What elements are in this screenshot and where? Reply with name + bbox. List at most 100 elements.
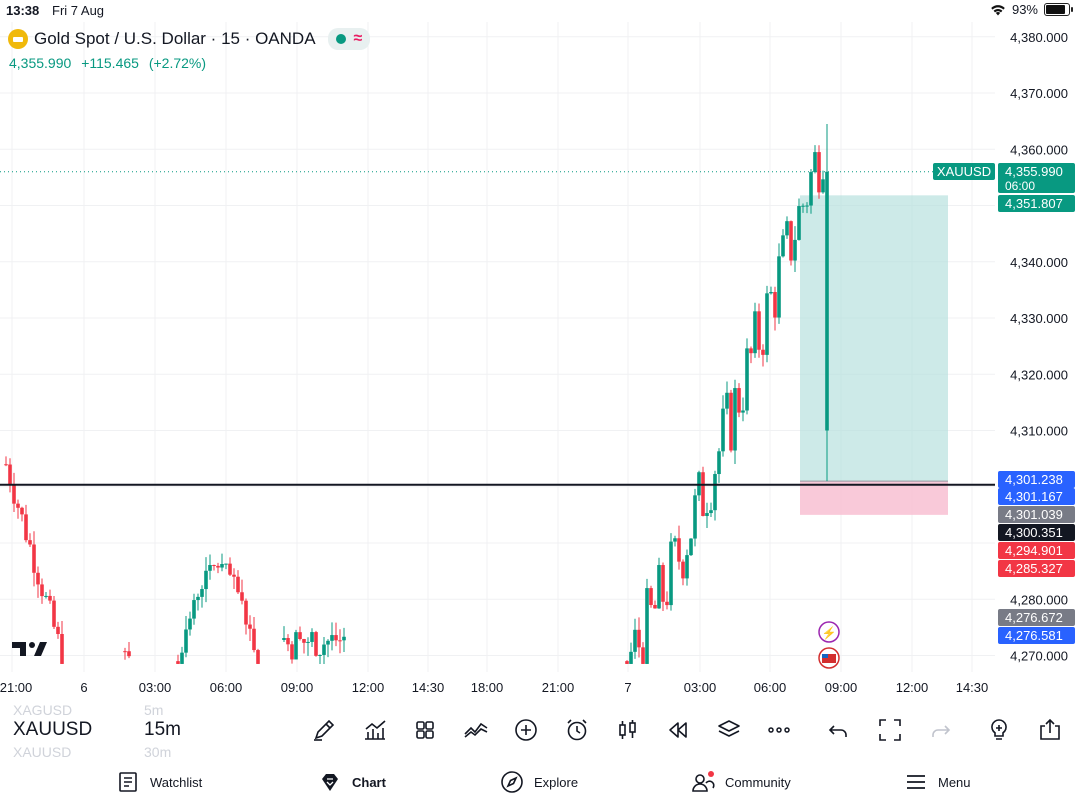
candle-body[interactable] <box>641 647 645 664</box>
candle-body[interactable] <box>749 348 753 354</box>
price-tag[interactable] <box>998 506 1075 523</box>
candle-body[interactable] <box>809 172 813 206</box>
indicators-icon[interactable] <box>361 716 389 744</box>
alert-icon[interactable] <box>563 716 591 744</box>
symbol-price-tag[interactable] <box>933 163 995 180</box>
candle-body[interactable] <box>657 565 661 609</box>
candle-body[interactable] <box>789 221 793 261</box>
candle-body[interactable] <box>821 179 825 193</box>
candle-body[interactable] <box>713 474 717 511</box>
candle-body[interactable] <box>286 638 290 645</box>
layouts-icon[interactable] <box>411 716 439 744</box>
candle-body[interactable] <box>753 311 757 354</box>
candle-body[interactable] <box>725 392 729 409</box>
candle-body[interactable] <box>813 152 817 173</box>
candle-body[interactable] <box>693 495 697 539</box>
candle-body[interactable] <box>28 540 32 545</box>
candle-body[interactable] <box>677 538 681 562</box>
candle-body[interactable] <box>12 485 16 504</box>
last-price-tag[interactable] <box>998 163 1075 193</box>
candle-body[interactable] <box>236 576 240 593</box>
candle-body[interactable] <box>180 652 184 664</box>
candle-body[interactable] <box>306 641 310 643</box>
candle-body[interactable] <box>338 640 342 642</box>
candle-body[interactable] <box>8 464 12 486</box>
candle-body[interactable] <box>294 632 298 660</box>
candle-body[interactable] <box>322 644 326 655</box>
candle-body[interactable] <box>40 584 44 597</box>
price-tag[interactable] <box>998 524 1075 541</box>
candle-body[interactable] <box>793 239 797 261</box>
candle-body[interactable] <box>314 632 318 656</box>
interval-selector[interactable]: 15m <box>144 719 181 740</box>
nav-explore[interactable]: Explore <box>500 770 578 794</box>
price-tag[interactable] <box>998 609 1075 626</box>
candle-body[interactable] <box>661 565 665 602</box>
candle-body[interactable] <box>44 595 48 597</box>
candle-body[interactable] <box>220 564 224 568</box>
candle-body[interactable] <box>769 292 773 294</box>
price-tag[interactable] <box>998 542 1075 559</box>
candle-body[interactable] <box>801 205 805 207</box>
candle-body[interactable] <box>825 171 829 431</box>
add-icon[interactable] <box>512 716 540 744</box>
candles-icon[interactable] <box>614 716 642 744</box>
candle-body[interactable] <box>60 634 64 664</box>
candle-body[interactable] <box>669 541 673 606</box>
candle-body[interactable] <box>689 538 693 556</box>
candle-body[interactable] <box>127 651 131 657</box>
position-loss-zone[interactable] <box>800 481 948 515</box>
candle-body[interactable] <box>256 650 260 664</box>
candle-body[interactable] <box>20 507 24 515</box>
candle-body[interactable] <box>637 629 641 648</box>
candle-body[interactable] <box>232 574 236 577</box>
candle-body[interactable] <box>52 600 56 627</box>
candle-body[interactable] <box>781 235 785 257</box>
candle-body[interactable] <box>56 626 60 635</box>
candle-body[interactable] <box>729 392 733 451</box>
candle-body[interactable] <box>184 629 188 653</box>
candle-body[interactable] <box>200 589 204 597</box>
candle-body[interactable] <box>216 565 220 568</box>
layers-icon[interactable] <box>715 716 743 744</box>
candle-body[interactable] <box>123 651 127 653</box>
ideas-icon[interactable] <box>985 716 1013 744</box>
candle-body[interactable] <box>805 205 809 207</box>
candle-body[interactable] <box>773 292 777 318</box>
redo-icon[interactable] <box>926 716 954 744</box>
candle-body[interactable] <box>745 348 749 411</box>
candle-body[interactable] <box>733 388 737 451</box>
pencil-icon[interactable] <box>310 716 338 744</box>
market-status-pill[interactable]: ≈ <box>327 28 371 50</box>
share-icon[interactable] <box>1036 716 1064 744</box>
replay-icon[interactable] <box>664 716 692 744</box>
nav-menu[interactable]: Menu <box>904 770 971 794</box>
candle-body[interactable] <box>176 661 180 664</box>
candle-body[interactable] <box>244 600 248 625</box>
candle-body[interactable] <box>204 570 208 590</box>
candle-body[interactable] <box>817 152 821 193</box>
interval-next[interactable]: 30m <box>144 744 172 760</box>
candle-body[interactable] <box>797 206 801 240</box>
candle-body[interactable] <box>701 472 705 516</box>
candle-body[interactable] <box>765 293 769 355</box>
candle-body[interactable] <box>192 600 196 619</box>
candle-body[interactable] <box>709 510 713 514</box>
candle-body[interactable] <box>32 544 36 573</box>
candle-body[interactable] <box>196 596 200 601</box>
candle-body[interactable] <box>721 408 725 452</box>
price-tag[interactable] <box>998 560 1075 577</box>
candle-body[interactable] <box>310 632 314 642</box>
symbol-header[interactable]: Gold Spot / U.S. Dollar · 15 · OANDA ≈ <box>8 28 371 50</box>
candle-body[interactable] <box>228 563 232 575</box>
candle-body[interactable] <box>252 628 256 651</box>
price-tag[interactable] <box>998 488 1075 505</box>
price-chart[interactable]: 4,380.000 4,370.000 4,360.000 4,340.000 4,33… <box>0 0 1080 700</box>
candle-body[interactable] <box>188 618 192 630</box>
candle-body[interactable] <box>757 311 761 350</box>
candle-body[interactable] <box>785 221 789 236</box>
candle-body[interactable] <box>16 503 20 508</box>
candle-body[interactable] <box>24 514 28 541</box>
position-profit-zone[interactable] <box>800 195 948 482</box>
interval-prev[interactable]: 5m <box>144 702 164 718</box>
